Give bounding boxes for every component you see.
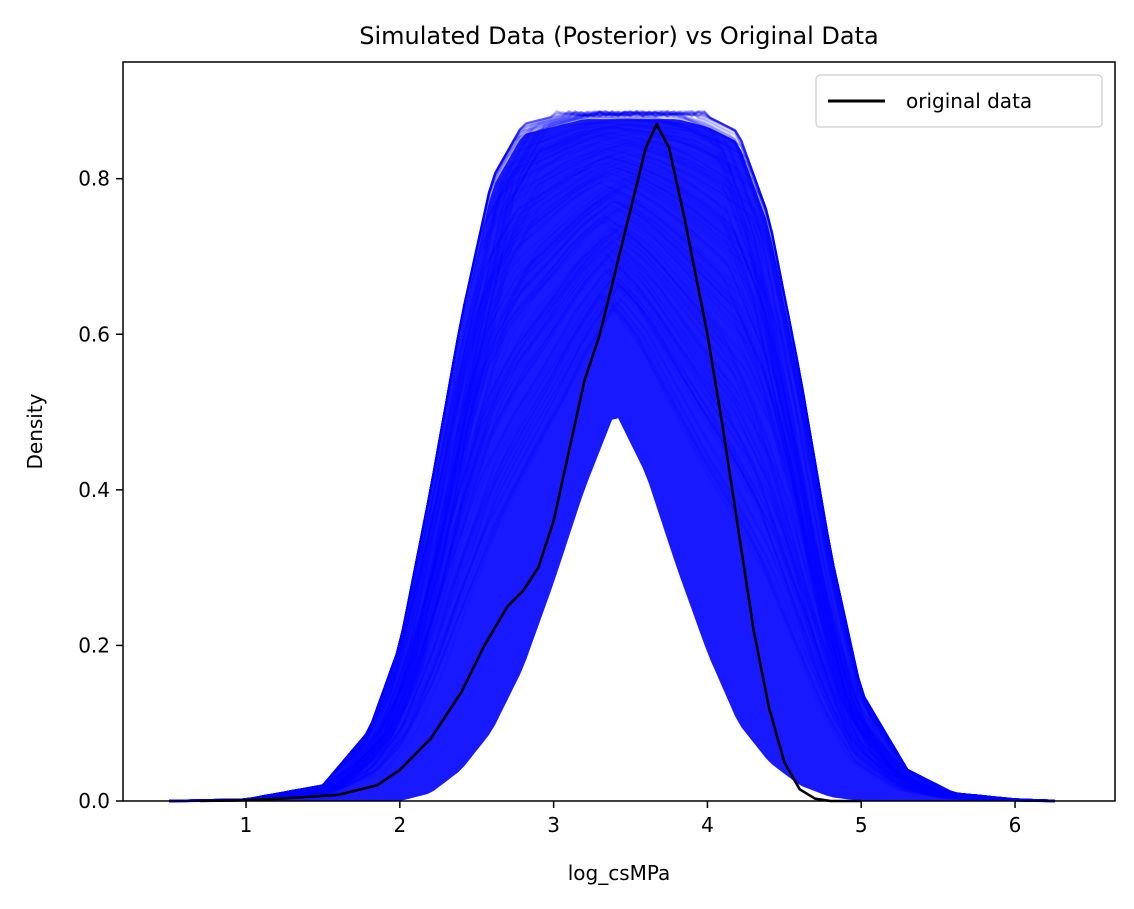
- legend-label-original-data: original data: [906, 89, 1032, 113]
- chart-title: Simulated Data (Posterior) vs Original D…: [359, 22, 878, 50]
- x-axis-title: log_csMPa: [568, 861, 671, 885]
- x-tick-label: 3: [547, 813, 560, 837]
- plot-area: [169, 109, 1062, 803]
- simulated-curve: [169, 110, 1056, 803]
- plot-frame: [122, 61, 1116, 802]
- y-tick-label: 0.6: [78, 322, 110, 346]
- x-tick-label: 6: [1009, 813, 1022, 837]
- legend-box: [815, 74, 1103, 128]
- x-tick-label: 4: [701, 813, 714, 837]
- y-axis: 0.0 0.2 0.4 0.6 0.8: [78, 167, 123, 813]
- y-tick-label: 0.8: [78, 167, 110, 191]
- x-tick-label: 2: [393, 813, 406, 837]
- x-tick-label: 5: [855, 813, 868, 837]
- y-tick-label: 0.0: [78, 789, 110, 813]
- y-axis-title: Density: [23, 393, 47, 469]
- original-data-line: [199, 122, 862, 803]
- simulated-density-core: [169, 119, 1062, 802]
- x-tick-label: 1: [240, 813, 253, 837]
- x-axis: 1 2 3 4 5 6: [240, 801, 1022, 837]
- y-tick-label: 0.4: [78, 478, 110, 502]
- simulated-series-group: [169, 109, 1062, 803]
- original-series-group: [199, 122, 862, 803]
- legend: original data: [815, 74, 1103, 128]
- y-tick-label: 0.2: [78, 633, 110, 657]
